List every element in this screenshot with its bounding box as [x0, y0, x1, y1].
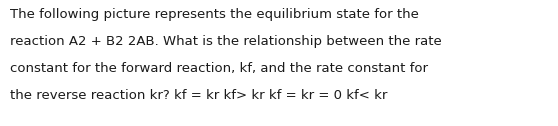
- Text: the reverse reaction kr? kf = kr kf> kr kf = kr = 0 kf< kr: the reverse reaction kr? kf = kr kf> kr …: [10, 89, 387, 102]
- Text: constant for the forward reaction, kf, and the rate constant for: constant for the forward reaction, kf, a…: [10, 62, 428, 75]
- Text: The following picture represents the equilibrium state for the: The following picture represents the equ…: [10, 8, 419, 21]
- Text: reaction A2 + B2 2AB. What is the relationship between the rate: reaction A2 + B2 2AB. What is the relati…: [10, 35, 442, 48]
